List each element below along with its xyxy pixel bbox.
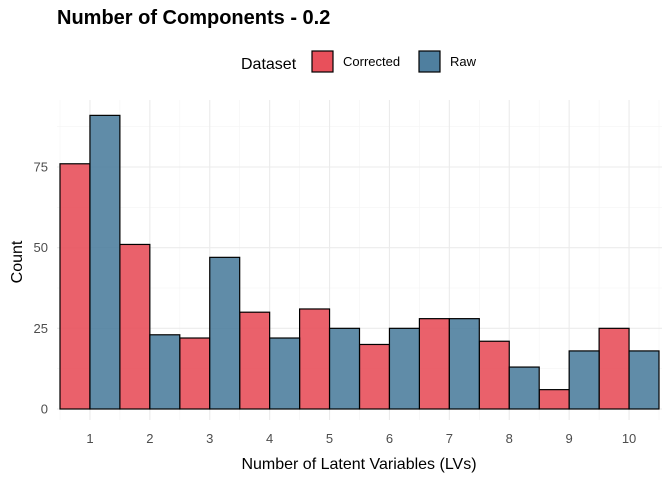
bar-raw-4 [269,337,301,410]
y-tick-label: 75 [34,160,48,175]
bar-corrected-3 [179,337,211,410]
x-axis-ticks: 1 2 3 4 5 6 7 8 9 10 [86,431,636,446]
x-tick-label: 8 [506,431,513,446]
x-tick-label: 2 [146,431,153,446]
x-tick-label: 4 [266,431,273,446]
chart-title: Number of Components - 0.2 [57,7,330,29]
bar-raw-6 [388,327,421,410]
bar-corrected-10 [598,327,630,410]
bar-corrected-7 [418,318,450,410]
y-axis-ticks: 0 25 50 75 [34,160,48,417]
x-axis-title: Number of Latent Variables (LVs) [241,456,476,473]
legend-swatch-corrected [311,50,334,73]
x-tick-label: 7 [446,431,453,446]
legend-title: Dataset [241,56,297,73]
bar-raw-2 [149,334,181,410]
bar-raw-5 [328,327,361,410]
y-tick-label: 0 [41,402,48,417]
bar-raw-7 [448,318,480,410]
legend-swatch-raw [418,50,441,73]
legend-label-raw: Raw [450,54,477,69]
bar-corrected-1 [59,163,91,410]
bar-corrected-2 [119,243,151,410]
x-tick-label: 9 [566,431,573,446]
legend: Dataset Corrected Raw [241,50,477,73]
bar-raw-1 [89,114,121,410]
bar-corrected-5 [298,308,331,410]
y-tick-label: 25 [34,321,48,336]
x-tick-label: 10 [622,431,636,446]
x-tick-label: 5 [326,431,333,446]
bars [59,114,660,410]
bar-raw-9 [568,350,600,410]
x-tick-label: 6 [386,431,393,446]
bar-corrected-4 [239,311,271,410]
bar-corrected-8 [478,340,510,410]
bar-raw-8 [508,366,540,410]
bar-corrected-9 [538,389,570,410]
bar-corrected-6 [358,343,391,410]
bar-raw-3 [209,256,241,410]
x-tick-label: 1 [86,431,93,446]
y-axis-title: Count [9,240,26,283]
y-tick-label: 50 [34,240,48,255]
x-tick-label: 3 [206,431,213,446]
legend-label-corrected: Corrected [343,54,400,69]
bar-raw-10 [628,350,660,410]
